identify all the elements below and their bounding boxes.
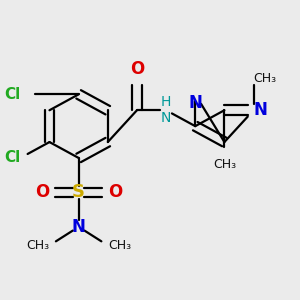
- Text: O: O: [108, 183, 122, 201]
- Text: Cl: Cl: [4, 151, 20, 166]
- Text: H
N: H N: [161, 95, 171, 125]
- Text: S: S: [72, 183, 85, 201]
- Text: CH₃: CH₃: [213, 158, 236, 171]
- Text: O: O: [130, 60, 144, 78]
- Text: Cl: Cl: [4, 87, 20, 102]
- Text: O: O: [35, 183, 50, 201]
- Text: N: N: [72, 218, 86, 236]
- Text: CH₃: CH₃: [26, 239, 50, 252]
- Text: CH₃: CH₃: [254, 72, 277, 85]
- Text: N: N: [188, 94, 202, 112]
- Text: CH₃: CH₃: [108, 239, 131, 252]
- Text: N: N: [254, 101, 267, 119]
